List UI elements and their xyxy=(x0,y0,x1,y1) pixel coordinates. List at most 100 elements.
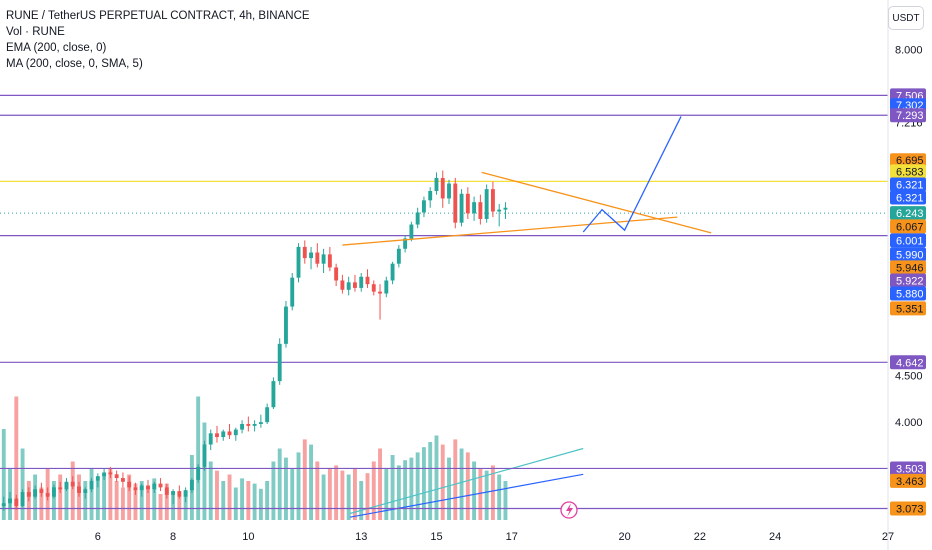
candle-body xyxy=(77,486,81,493)
candle xyxy=(384,276,389,298)
price-axis[interactable]: 8.0007.2164.5004.0007.5067.3027.2936.695… xyxy=(889,0,932,550)
candle-body xyxy=(183,490,188,497)
candle-body xyxy=(396,248,401,264)
volume-bar xyxy=(215,470,219,520)
volume-bar xyxy=(484,470,489,520)
volume-bar xyxy=(415,452,420,520)
price-axis-label[interactable]: 6.067 xyxy=(890,219,926,234)
price-label-text: 3.073 xyxy=(896,504,924,516)
candle-body xyxy=(252,424,257,426)
price-label-text: 3.503 xyxy=(896,463,924,475)
ema-indicator-label[interactable]: EMA (200, close, 0) xyxy=(6,42,107,54)
candle xyxy=(70,476,75,490)
symbol-title[interactable]: RUNE / TetherUS PERPETUAL CONTRACT, 4h, … xyxy=(6,10,310,22)
volume-bar xyxy=(89,468,94,520)
candle xyxy=(189,478,194,493)
time-tick-label: 17 xyxy=(506,531,518,543)
candle xyxy=(14,494,19,510)
time-axis[interactable]: 6 8 10 13 15 17 20 22 24 27 xyxy=(95,531,894,543)
candle-body xyxy=(434,177,439,191)
candle xyxy=(133,482,138,495)
time-tick-label: 6 xyxy=(95,531,101,543)
trendline-drawings xyxy=(342,116,712,246)
candle xyxy=(20,489,25,507)
volume-bar xyxy=(340,470,345,520)
candle xyxy=(334,263,339,287)
candle-body xyxy=(472,202,477,214)
volume-bar xyxy=(321,474,326,520)
candle xyxy=(258,414,263,428)
candle-body xyxy=(158,483,163,488)
candle-body xyxy=(340,280,345,290)
price-axis-label[interactable]: 5.880 xyxy=(890,286,926,301)
price-axis-label[interactable]: 7.293 xyxy=(890,108,926,123)
price-axis-label[interactable]: 5.351 xyxy=(890,301,926,316)
candle xyxy=(478,194,483,225)
currency-button[interactable]: USDT xyxy=(888,6,924,30)
volume-bar xyxy=(315,461,320,520)
candle xyxy=(390,261,395,285)
price-axis-label[interactable]: 5.922 xyxy=(890,273,926,288)
lightning-icon[interactable] xyxy=(560,501,578,519)
candle xyxy=(64,478,69,492)
candle-body xyxy=(415,212,420,225)
chart-legend: RUNE / TetherUS PERPETUAL CONTRACT, 4h, … xyxy=(6,8,310,72)
ema-200-line xyxy=(349,473,584,518)
candle xyxy=(440,170,445,208)
price-axis-label[interactable]: 6.321 xyxy=(890,190,926,205)
volume-pane xyxy=(1,396,508,520)
candle-body xyxy=(459,193,464,223)
candle-body xyxy=(14,498,19,507)
volume-ma-line xyxy=(349,447,584,515)
volume-bar xyxy=(152,478,157,520)
volume-indicator-label[interactable]: Vol · RUNE xyxy=(6,26,65,38)
candle-body xyxy=(171,491,176,495)
volume-bar xyxy=(95,481,100,520)
price-label-background xyxy=(890,286,926,301)
price-axis-label[interactable]: 6.695 xyxy=(890,153,926,168)
price-axis-label[interactable]: 6.321 xyxy=(890,177,926,192)
price-label-text: 5.922 xyxy=(896,275,924,287)
candle xyxy=(127,476,132,492)
price-axis-label[interactable]: 6.001 xyxy=(890,233,926,248)
candle-body xyxy=(353,282,357,288)
candle xyxy=(196,464,201,483)
candle-body xyxy=(453,183,458,223)
volume-bar xyxy=(258,488,263,520)
candle-body xyxy=(177,491,182,497)
volume-bar xyxy=(164,483,169,520)
candle-body xyxy=(227,431,232,436)
candle xyxy=(434,172,439,195)
price-label-text: 6.695 xyxy=(896,155,924,167)
price-axis-label[interactable]: 3.463 xyxy=(890,473,926,488)
price-axis-label[interactable]: 3.503 xyxy=(890,461,926,476)
candle xyxy=(1,496,6,511)
candle-body xyxy=(83,489,88,493)
candle xyxy=(484,184,489,223)
time-tick-label: 15 xyxy=(430,531,442,543)
price-axis-label[interactable]: 5.946 xyxy=(890,260,926,275)
price-axis-label[interactable]: 6.243 xyxy=(890,206,926,221)
candle-body xyxy=(378,291,382,294)
candle xyxy=(265,403,270,424)
price-label-text: 6.583 xyxy=(896,166,924,178)
volume-bar xyxy=(14,396,19,520)
candle xyxy=(215,425,219,443)
candle xyxy=(378,284,382,320)
price-label-background xyxy=(890,501,926,516)
price-axis-label[interactable]: 6.583 xyxy=(890,164,926,179)
volume-bar xyxy=(70,461,75,520)
candle-body xyxy=(321,254,326,264)
price-axis-label[interactable]: 4.642 xyxy=(890,355,926,370)
candle-body xyxy=(246,424,251,426)
volume-bar xyxy=(39,487,44,520)
candle-body xyxy=(146,485,150,490)
price-axis-label[interactable]: 3.073 xyxy=(890,501,926,516)
price-label-background xyxy=(890,164,926,179)
ma-indicator-label[interactable]: MA (200, close, 0, SMA, 5) xyxy=(6,58,143,70)
candle-body xyxy=(490,189,495,212)
candle-body xyxy=(26,492,31,497)
candle-body xyxy=(290,277,295,307)
price-axis-label[interactable]: 5.990 xyxy=(890,247,926,262)
